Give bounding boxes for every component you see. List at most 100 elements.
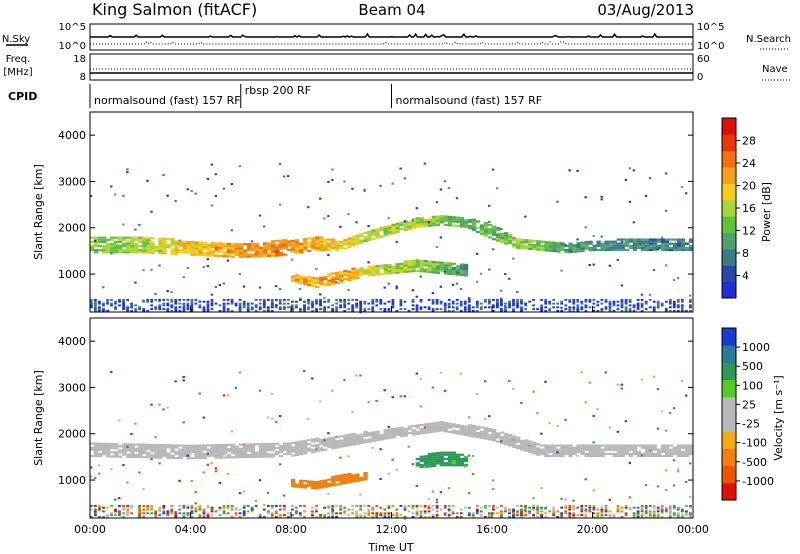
- heatmap-cell: [122, 516, 125, 518]
- heatmap-cell: [668, 310, 672, 312]
- heatmap-cell: [138, 240, 143, 243]
- heatmap-cell: [415, 304, 419, 307]
- heatmap-cell: [471, 226, 477, 230]
- heatmap-cell: [516, 514, 519, 517]
- heatmap-cell: [500, 300, 503, 303]
- heatmap-cell: [170, 248, 175, 251]
- heatmap-cell: [146, 447, 151, 451]
- heatmap-cell: [451, 425, 457, 428]
- heatmap-cell: [262, 306, 266, 309]
- heatmap-cell: [258, 298, 262, 301]
- heatmap-cell: [648, 454, 654, 458]
- heatmap-cell: [315, 279, 320, 282]
- heatmap-cell: [262, 447, 268, 450]
- heatmap-cell: [584, 516, 588, 518]
- heatmap-cell: [299, 479, 304, 482]
- heatmap-cell: [447, 215, 453, 218]
- heatmap-cell: [130, 240, 135, 243]
- heatmap-cell: [680, 514, 684, 517]
- heatmap-cell: [218, 284, 221, 287]
- heatmap-cell: [291, 277, 296, 280]
- heatmap-cell: [278, 463, 282, 466]
- heatmap-cell: [258, 453, 264, 456]
- heatmap-cell: [355, 302, 359, 305]
- heatmap-cell: [158, 241, 163, 244]
- heatmap-cell: [178, 251, 183, 254]
- heatmap-cell: [270, 242, 276, 245]
- heatmap-cell: [242, 490, 246, 493]
- heatmap-cell: [142, 452, 147, 455]
- heatmap-cell: [351, 271, 356, 274]
- heatmap-cell: [516, 510, 519, 513]
- heatmap-cell: [114, 306, 117, 309]
- heatmap-cell: [339, 474, 344, 477]
- heatmap-cell: [323, 479, 328, 482]
- heatmap-cell: [198, 300, 202, 303]
- heatmap-cell: [202, 241, 207, 244]
- heatmap-cell: [315, 516, 318, 518]
- heatmap-cell: [359, 235, 364, 238]
- heatmap-cell: [138, 512, 141, 515]
- heatmap-cell: [564, 298, 568, 301]
- heatmap-cell: [379, 298, 383, 301]
- heatmap-cell: [262, 225, 266, 228]
- heatmap-cell: [520, 516, 523, 518]
- heatmap-cell: [568, 306, 572, 309]
- heatmap-cell: [668, 448, 674, 451]
- heatmap-cell: [471, 306, 475, 309]
- heatmap-cell: [94, 446, 99, 449]
- heatmap-cell: [431, 422, 436, 425]
- colorbar-swatch: [722, 362, 736, 381]
- heatmap-cell: [355, 306, 359, 309]
- heatmap-cell: [532, 446, 537, 449]
- heatmap-cell: [122, 445, 127, 448]
- heatmap-cell: [528, 300, 531, 303]
- heatmap-cell: [656, 248, 660, 251]
- heatmap-cell: [600, 444, 605, 447]
- heatmap-cell: [652, 310, 656, 312]
- heatmap-cell: [98, 448, 103, 452]
- heatmap-cell: [122, 300, 125, 303]
- heatmap-cell: [612, 242, 617, 245]
- heatmap-cell: [576, 446, 581, 449]
- heatmap-cell: [98, 236, 103, 239]
- heatmap-cell: [648, 298, 652, 301]
- heatmap-cell: [258, 250, 264, 254]
- heatmap-cell: [190, 241, 195, 244]
- heatmap-cell: [270, 417, 274, 420]
- heatmap-cell: [190, 516, 194, 518]
- heatmap-cell: [174, 302, 178, 305]
- heatmap-cell: [254, 443, 260, 446]
- heatmap-cell: [319, 400, 322, 403]
- heatmap-cell: [664, 452, 670, 455]
- heatmap-cell: [540, 444, 545, 447]
- heatmap-cell: [431, 269, 436, 272]
- heatmap-cell: [395, 265, 400, 268]
- heatmap-cell: [182, 306, 186, 309]
- heatmap-cell: [423, 461, 428, 464]
- heatmap-cell: [158, 506, 162, 509]
- heatmap-cell: [230, 504, 234, 507]
- heatmap-cell: [467, 298, 471, 301]
- heatmap-cell: [616, 258, 619, 261]
- heatmap-cell: [624, 514, 628, 517]
- heatmap-cell: [190, 243, 195, 246]
- heatmap-cell: [359, 310, 363, 312]
- heatmap-cell: [283, 444, 288, 447]
- heatmap-cell: [270, 304, 274, 307]
- heatmap-cell: [94, 510, 97, 513]
- heatmap-cell: [339, 304, 342, 307]
- heatmap-cell: [596, 514, 600, 517]
- heatmap-cell: [214, 246, 219, 249]
- heatmap-cell: [307, 308, 310, 311]
- heatmap-cell: [162, 512, 166, 515]
- heatmap-cell: [656, 238, 662, 241]
- heatmap-cell: [190, 450, 195, 454]
- heatmap-cell: [118, 512, 121, 515]
- heatmap-cell: [459, 464, 465, 467]
- heatmap-cell: [387, 504, 391, 507]
- heatmap-cell: [632, 310, 636, 312]
- heatmap-cell: [214, 456, 219, 459]
- heatmap-cell: [556, 444, 561, 447]
- heatmap-cell: [391, 300, 395, 303]
